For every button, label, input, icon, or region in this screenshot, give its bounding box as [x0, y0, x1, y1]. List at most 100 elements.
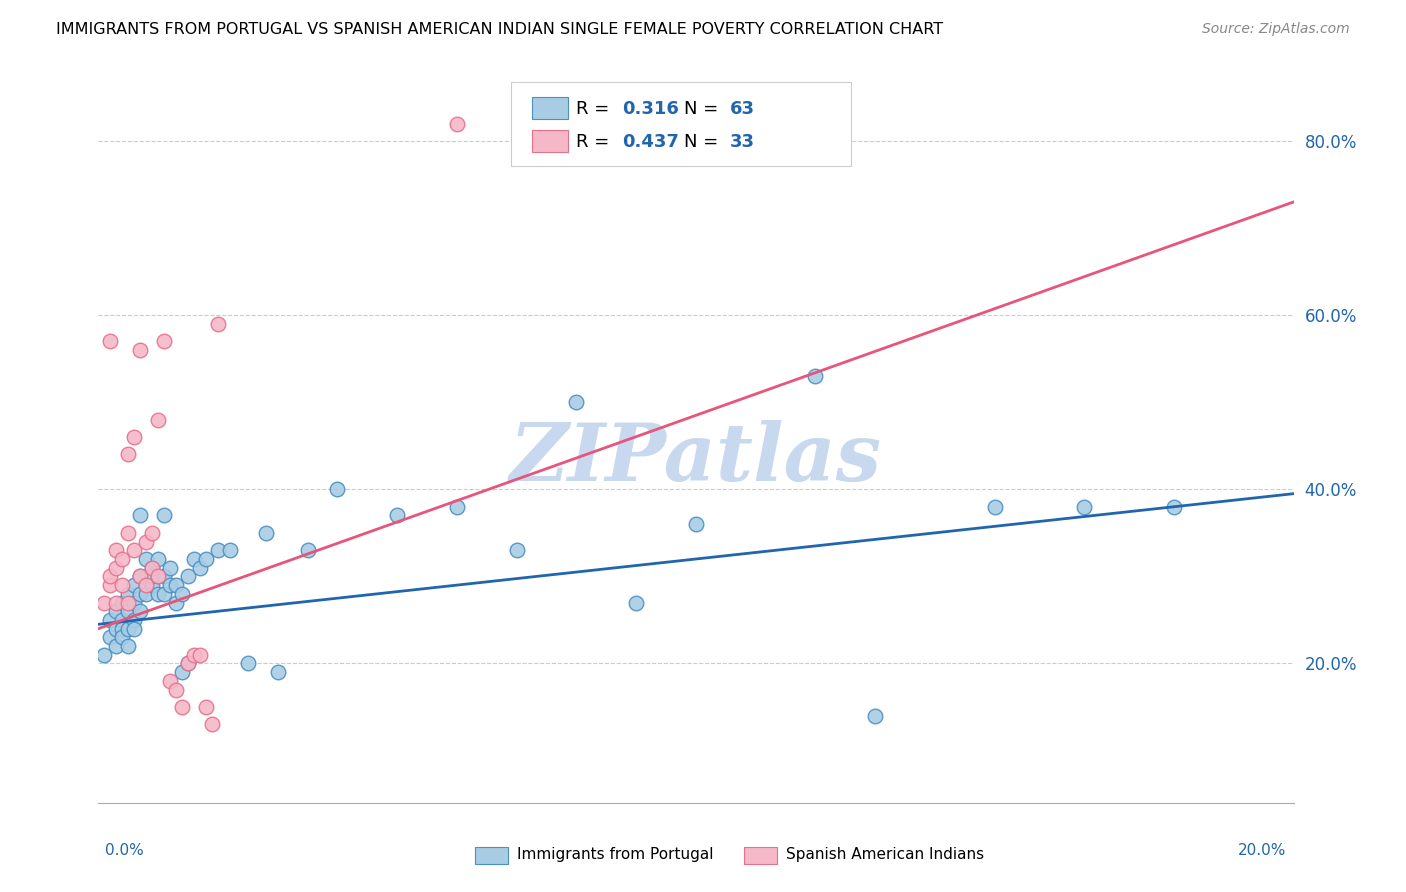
- Point: [1073, 500, 1095, 514]
- Point: [129, 343, 152, 357]
- Point: [98, 613, 122, 627]
- FancyBboxPatch shape: [475, 847, 509, 863]
- Point: [129, 508, 152, 523]
- Point: [111, 631, 134, 645]
- Point: [385, 508, 409, 523]
- Point: [159, 673, 181, 688]
- Point: [98, 334, 122, 349]
- Point: [165, 595, 187, 609]
- Point: [177, 657, 200, 671]
- Point: [105, 595, 128, 609]
- Point: [685, 517, 707, 532]
- Point: [117, 595, 139, 609]
- Point: [177, 569, 200, 583]
- Text: N =: N =: [685, 101, 724, 119]
- Point: [111, 578, 134, 592]
- Point: [565, 395, 588, 409]
- Text: R =: R =: [576, 101, 616, 119]
- Point: [124, 430, 146, 444]
- Point: [207, 317, 229, 331]
- Point: [153, 334, 176, 349]
- FancyBboxPatch shape: [533, 97, 568, 119]
- Point: [183, 552, 205, 566]
- Point: [117, 448, 139, 462]
- Point: [446, 500, 468, 514]
- Point: [105, 622, 128, 636]
- Point: [207, 543, 229, 558]
- Point: [326, 483, 349, 497]
- Point: [105, 604, 128, 618]
- Text: Immigrants from Portugal: Immigrants from Portugal: [517, 847, 713, 863]
- Text: R =: R =: [576, 133, 616, 152]
- Point: [148, 587, 170, 601]
- Point: [117, 525, 139, 540]
- Point: [129, 604, 152, 618]
- Point: [117, 604, 139, 618]
- Point: [124, 543, 146, 558]
- Point: [141, 560, 163, 574]
- Point: [159, 560, 181, 574]
- Point: [201, 717, 224, 731]
- Text: N =: N =: [685, 133, 724, 152]
- Point: [172, 700, 194, 714]
- Text: ZIPatlas: ZIPatlas: [510, 420, 882, 498]
- Point: [141, 578, 163, 592]
- Text: 0.437: 0.437: [621, 133, 679, 152]
- Text: Spanish American Indians: Spanish American Indians: [786, 847, 984, 863]
- Point: [148, 569, 170, 583]
- Point: [297, 543, 319, 558]
- Point: [93, 595, 115, 609]
- Point: [135, 578, 157, 592]
- Point: [98, 578, 122, 592]
- Point: [626, 595, 648, 609]
- Point: [98, 569, 122, 583]
- Point: [117, 639, 139, 653]
- Point: [236, 657, 259, 671]
- Point: [129, 569, 152, 583]
- Point: [183, 648, 205, 662]
- Point: [177, 657, 200, 671]
- Point: [124, 622, 146, 636]
- Point: [188, 560, 211, 574]
- Point: [124, 613, 146, 627]
- Point: [506, 543, 529, 558]
- Point: [219, 543, 242, 558]
- FancyBboxPatch shape: [533, 130, 568, 152]
- FancyBboxPatch shape: [744, 847, 778, 863]
- Point: [148, 569, 170, 583]
- Point: [135, 552, 157, 566]
- Text: IMMIGRANTS FROM PORTUGAL VS SPANISH AMERICAN INDIAN SINGLE FEMALE POVERTY CORREL: IMMIGRANTS FROM PORTUGAL VS SPANISH AMER…: [56, 22, 943, 37]
- Point: [141, 560, 163, 574]
- Point: [111, 552, 134, 566]
- Point: [153, 587, 176, 601]
- Point: [117, 622, 139, 636]
- Point: [124, 578, 146, 592]
- Point: [267, 665, 290, 680]
- Point: [135, 578, 157, 592]
- Point: [195, 552, 218, 566]
- Point: [93, 648, 115, 662]
- Point: [129, 587, 152, 601]
- Point: [804, 369, 827, 384]
- Text: 20.0%: 20.0%: [1239, 843, 1286, 858]
- Point: [135, 587, 157, 601]
- Point: [165, 578, 187, 592]
- Point: [984, 500, 1007, 514]
- Point: [1163, 500, 1185, 514]
- Text: Source: ZipAtlas.com: Source: ZipAtlas.com: [1202, 22, 1350, 37]
- Point: [254, 525, 277, 540]
- Point: [165, 682, 187, 697]
- Point: [135, 534, 157, 549]
- Point: [111, 595, 134, 609]
- Point: [124, 595, 146, 609]
- Point: [153, 569, 176, 583]
- Point: [141, 569, 163, 583]
- Point: [172, 665, 194, 680]
- Text: 0.0%: 0.0%: [105, 843, 145, 858]
- Point: [111, 613, 134, 627]
- Point: [159, 578, 181, 592]
- Point: [141, 525, 163, 540]
- Point: [865, 708, 887, 723]
- Point: [111, 622, 134, 636]
- FancyBboxPatch shape: [510, 82, 852, 167]
